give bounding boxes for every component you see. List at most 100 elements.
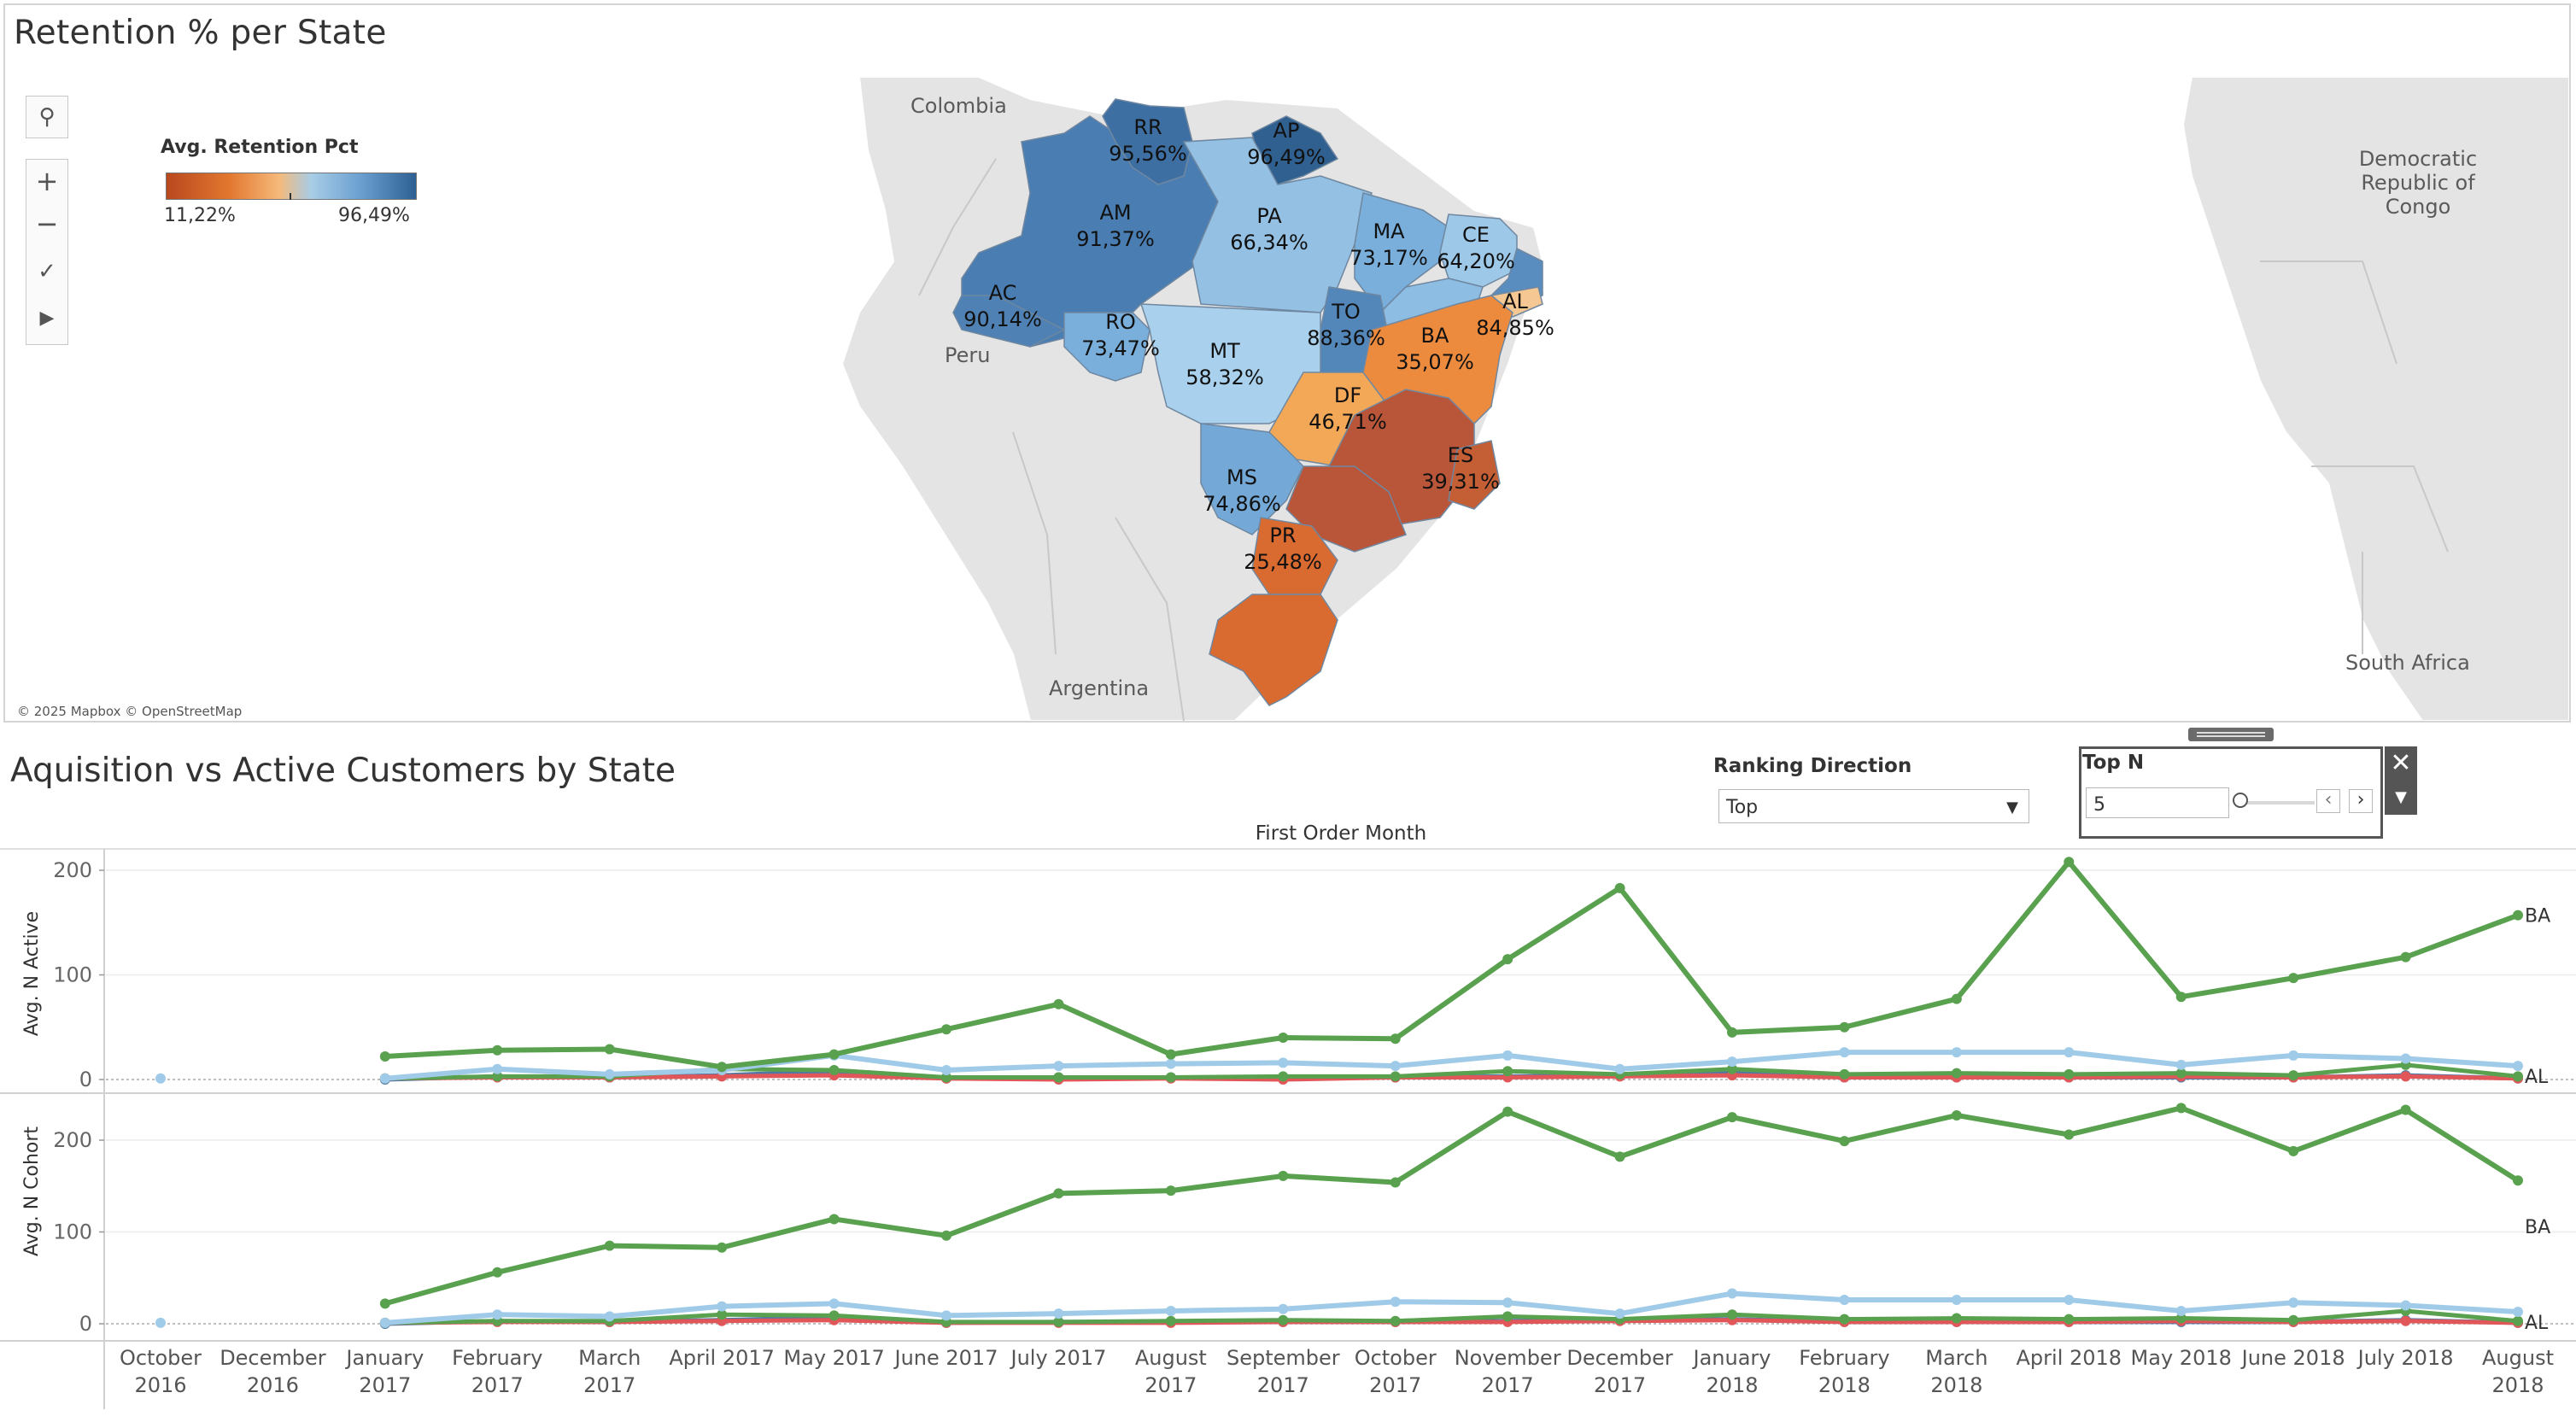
data-point [2175, 992, 2187, 1003]
drag-handle[interactable] [2188, 728, 2274, 741]
data-point [1165, 1305, 1176, 1316]
state-code: PR [1269, 524, 1297, 547]
state-pct: 84,85% [1476, 316, 1554, 340]
x-tick-label-year: 2018 [1818, 1373, 1871, 1397]
data-point [2175, 1059, 2187, 1070]
series-line [384, 1105, 2520, 1307]
state-code: AL [1502, 290, 1528, 313]
data-point [155, 1317, 166, 1328]
dropdown-menu-icon[interactable]: ▼ [2385, 781, 2417, 815]
data-point [1839, 1136, 1850, 1147]
chevron-right-icon: › [2356, 789, 2365, 810]
ranking-direction-select[interactable]: Top ▼ [1718, 789, 2029, 823]
data-point [2288, 1314, 2299, 1325]
data-point [1278, 1314, 1289, 1325]
data-point [1727, 1309, 1737, 1320]
data-point [2175, 1305, 2187, 1316]
x-tick-label: February [452, 1346, 542, 1370]
x-tick-label-year: 2017 [1257, 1373, 1309, 1397]
data-point [1390, 1315, 1401, 1326]
data-point [1839, 1021, 1850, 1033]
map-search-button[interactable]: ⚲ [26, 96, 68, 138]
data-point [2400, 1104, 2411, 1115]
data-point [1727, 1063, 1737, 1074]
data-point [717, 1309, 728, 1320]
chevron-down-icon: ▼ [2006, 799, 2018, 816]
data-point [1390, 1177, 1401, 1188]
state-SP[interactable] [1285, 465, 1407, 553]
state-SC-RS[interactable] [1209, 594, 1338, 706]
state-MT[interactable] [1139, 303, 1321, 424]
state-RO[interactable] [1063, 312, 1150, 382]
state-PA[interactable] [1182, 137, 1373, 313]
x-tick-label-year: 2016 [134, 1373, 186, 1397]
data-point [941, 1310, 951, 1321]
x-tick-label-year: 2018 [2491, 1373, 2544, 1397]
data-point [1053, 998, 1064, 1009]
state-label-ms: MS 74,86% [1191, 465, 1293, 518]
topn-slider-track[interactable] [2246, 801, 2315, 805]
map-canvas[interactable] [5, 77, 2569, 721]
data-point [828, 1298, 840, 1309]
state-label-al: AL 84,85% [1464, 289, 1566, 342]
state-pct: 66,34% [1230, 231, 1308, 255]
x-tick-label: May 2017 [783, 1346, 884, 1370]
x-tick-label-year: 2017 [471, 1373, 524, 1397]
data-point [1502, 1297, 1513, 1308]
pin-reset-button[interactable]: ✓ [26, 250, 67, 293]
x-tick-label-year: 2018 [1930, 1373, 1982, 1397]
ranking-direction-label: Ranking Direction [1713, 755, 1912, 777]
data-point [1614, 1151, 1625, 1162]
x-tick-label: November [1455, 1346, 1561, 1370]
zoom-out-button[interactable]: − [35, 208, 59, 240]
series-line [384, 1050, 2519, 1081]
data-point [379, 1073, 390, 1084]
data-point [1839, 1295, 1850, 1306]
data-point [1839, 1068, 1850, 1080]
data-point [2064, 1295, 2075, 1306]
topn-input[interactable] [2086, 787, 2229, 818]
data-point [2400, 951, 2411, 963]
data-point [2175, 1103, 2187, 1114]
data-point [1053, 1188, 1064, 1199]
data-point [941, 1230, 951, 1241]
state-CE[interactable] [1439, 214, 1518, 288]
data-point [2175, 1313, 2187, 1324]
y-tick-label: 100 [53, 1220, 92, 1244]
x-tick-label-year: 2017 [1369, 1373, 1421, 1397]
state-label-to: TO 88,36% [1295, 299, 1397, 352]
x-tick-label-year: 2017 [1482, 1373, 1534, 1397]
state-label-df: DF 46,71% [1297, 383, 1399, 436]
topn-increment-button[interactable]: › [2349, 789, 2373, 813]
state-MS[interactable] [1200, 423, 1304, 535]
zoom-in-button[interactable]: + [35, 165, 59, 197]
series-end-label-al: AL [2525, 1313, 2549, 1334]
geo-label-colombia: Colombia [910, 94, 1007, 118]
play-button[interactable]: ▶ [39, 307, 55, 329]
x-tick-label-year: 2018 [1706, 1373, 1758, 1397]
data-point [2064, 857, 2075, 868]
close-icon[interactable]: ✕ [2385, 746, 2417, 781]
y-tick-label: 200 [53, 858, 92, 882]
state-ES[interactable] [1448, 440, 1501, 510]
data-point [1390, 1033, 1401, 1044]
data-point [1390, 1296, 1401, 1308]
series-end-label-al: AL [2525, 1067, 2549, 1088]
state-AC[interactable] [952, 295, 1066, 348]
state-pct: 46,71% [1308, 410, 1387, 434]
state-RR[interactable] [1102, 98, 1193, 185]
state-label-mt: MT 58,32% [1174, 338, 1276, 391]
topn-slider-handle[interactable] [2233, 793, 2248, 808]
data-point [1053, 1308, 1064, 1319]
data-point [828, 1064, 840, 1075]
data-point [828, 1214, 840, 1225]
line-charts: First Order Month 200 100 0 Avg. N Active BA… [0, 822, 2576, 1409]
y-tick-label: 0 [79, 1312, 92, 1336]
state-pct: 91,37% [1076, 227, 1155, 251]
geo-label-argentina: Argentina [1049, 676, 1150, 700]
topn-decrement-button[interactable]: ‹ [2316, 789, 2340, 813]
state-pct: 90,14% [963, 307, 1042, 331]
state-code: RR [1133, 115, 1162, 139]
chevron-left-icon: ‹ [2324, 789, 2333, 810]
chart-layer: 200 100 0 Avg. N Active BA AL 200 100 0 Avg. N Co… [0, 849, 2576, 1409]
